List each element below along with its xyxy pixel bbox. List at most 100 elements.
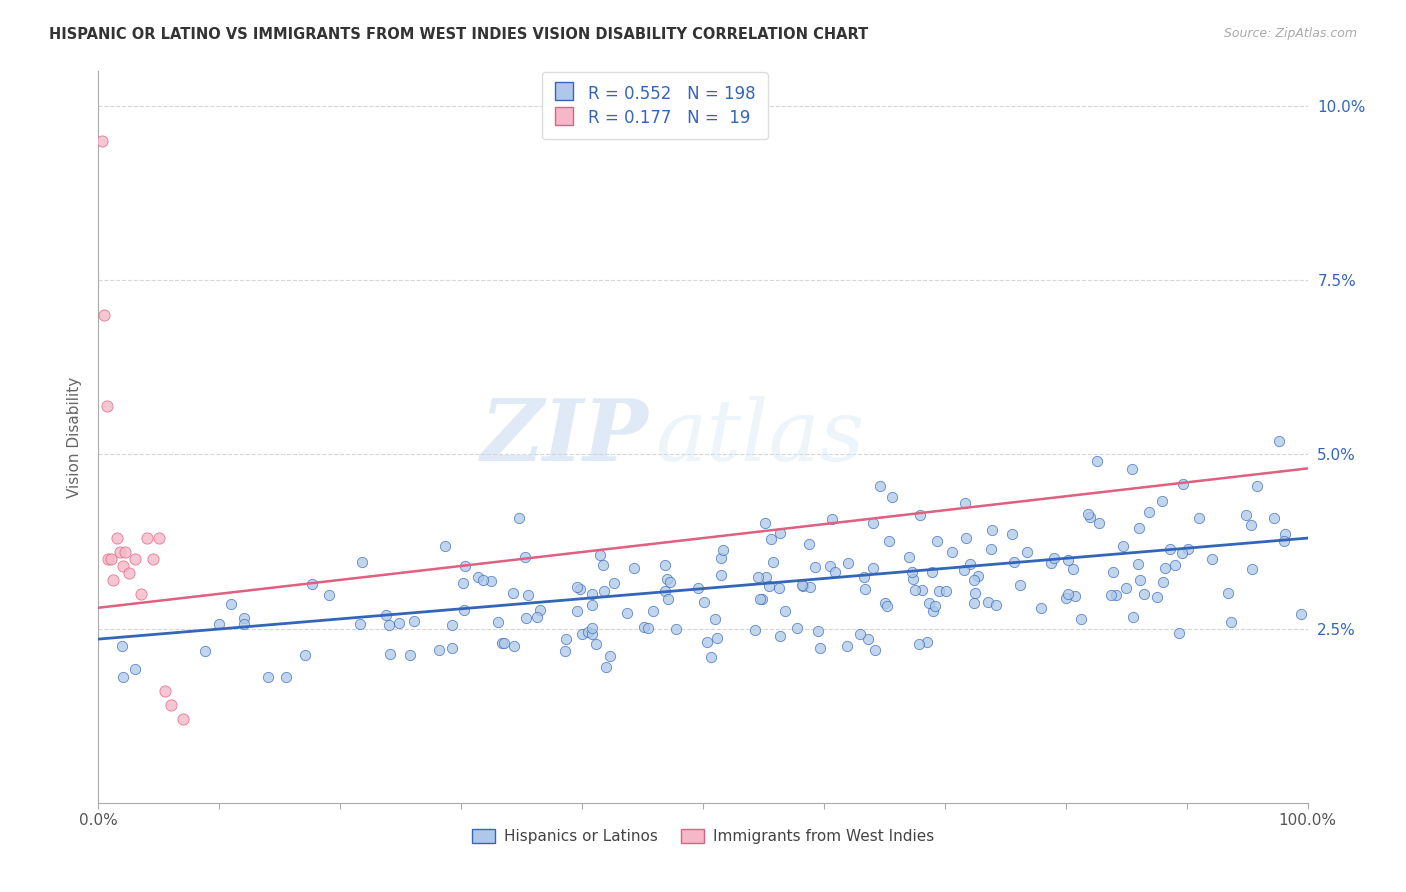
- Point: [837, 557, 859, 571]
- Point: [862, 516, 884, 530]
- Point: [654, 558, 676, 573]
- Point: [915, 635, 938, 649]
- Point: [108, 545, 131, 559]
- Point: [581, 587, 603, 601]
- Point: [599, 648, 621, 663]
- Point: [1216, 586, 1239, 600]
- Point: [105, 531, 128, 545]
- Point: [233, 610, 256, 624]
- Point: [1077, 508, 1099, 522]
- Point: [592, 558, 614, 572]
- Point: [655, 572, 678, 586]
- Point: [799, 537, 821, 551]
- Text: atlas: atlas: [655, 396, 863, 478]
- Point: [399, 648, 422, 663]
- Point: [955, 532, 977, 546]
- Point: [1240, 517, 1263, 532]
- Point: [352, 555, 374, 569]
- Point: [921, 565, 943, 579]
- Point: [1289, 607, 1312, 621]
- Point: [754, 516, 776, 531]
- Point: [657, 591, 679, 606]
- Point: [571, 627, 593, 641]
- Point: [966, 568, 988, 582]
- Point: [804, 560, 827, 574]
- Point: [1002, 555, 1025, 569]
- Point: [124, 552, 146, 566]
- Point: [748, 591, 770, 606]
- Point: [924, 599, 946, 613]
- Point: [491, 636, 513, 650]
- Point: [388, 616, 411, 631]
- Point: [1129, 573, 1152, 587]
- Point: [1164, 558, 1187, 572]
- Point: [153, 684, 176, 698]
- Point: [633, 620, 655, 634]
- Point: [440, 641, 463, 656]
- Point: [1167, 625, 1189, 640]
- Point: [508, 510, 530, 524]
- Point: [901, 572, 924, 586]
- Y-axis label: Vision Disability: Vision Disability: [66, 376, 82, 498]
- Point: [96, 399, 118, 413]
- Legend: Hispanics or Latinos, Immigrants from West Indies: Hispanics or Latinos, Immigrants from We…: [465, 822, 941, 850]
- Point: [1040, 556, 1063, 570]
- Point: [232, 616, 254, 631]
- Point: [1126, 557, 1149, 571]
- Point: [479, 574, 502, 588]
- Point: [349, 616, 371, 631]
- Point: [554, 632, 576, 646]
- Point: [219, 597, 242, 611]
- Point: [751, 591, 773, 606]
- Point: [824, 565, 846, 579]
- Point: [962, 596, 984, 610]
- Point: [91, 134, 114, 148]
- Point: [917, 596, 939, 610]
- Point: [1173, 477, 1195, 491]
- Point: [1122, 609, 1144, 624]
- Point: [568, 582, 591, 597]
- Point: [1078, 510, 1101, 524]
- Point: [375, 608, 398, 623]
- Text: ZIP: ZIP: [481, 395, 648, 479]
- Point: [1268, 434, 1291, 449]
- Point: [1187, 510, 1209, 524]
- Point: [440, 618, 463, 632]
- Point: [959, 557, 981, 571]
- Point: [904, 582, 927, 597]
- Point: [744, 624, 766, 638]
- Point: [1241, 562, 1264, 576]
- Point: [853, 582, 876, 596]
- Point: [869, 479, 891, 493]
- Point: [472, 574, 495, 588]
- Point: [142, 552, 165, 566]
- Point: [467, 570, 489, 584]
- Point: [637, 621, 659, 635]
- Point: [941, 545, 963, 559]
- Point: [799, 580, 821, 594]
- Point: [516, 589, 538, 603]
- Point: [529, 603, 551, 617]
- Point: [111, 558, 134, 573]
- Point: [97, 552, 120, 566]
- Point: [703, 612, 725, 626]
- Point: [567, 580, 589, 594]
- Point: [208, 616, 231, 631]
- Point: [526, 609, 548, 624]
- Point: [911, 582, 934, 597]
- Point: [818, 558, 841, 573]
- Point: [486, 615, 509, 629]
- Point: [862, 560, 884, 574]
- Point: [1159, 542, 1181, 557]
- Point: [623, 560, 645, 574]
- Point: [111, 670, 134, 684]
- Point: [768, 581, 790, 595]
- Point: [453, 603, 475, 617]
- Point: [755, 570, 778, 584]
- Point: [807, 624, 830, 638]
- Point: [877, 534, 900, 549]
- Point: [953, 496, 976, 510]
- Point: [769, 629, 792, 643]
- Point: [1057, 587, 1080, 601]
- Point: [454, 559, 477, 574]
